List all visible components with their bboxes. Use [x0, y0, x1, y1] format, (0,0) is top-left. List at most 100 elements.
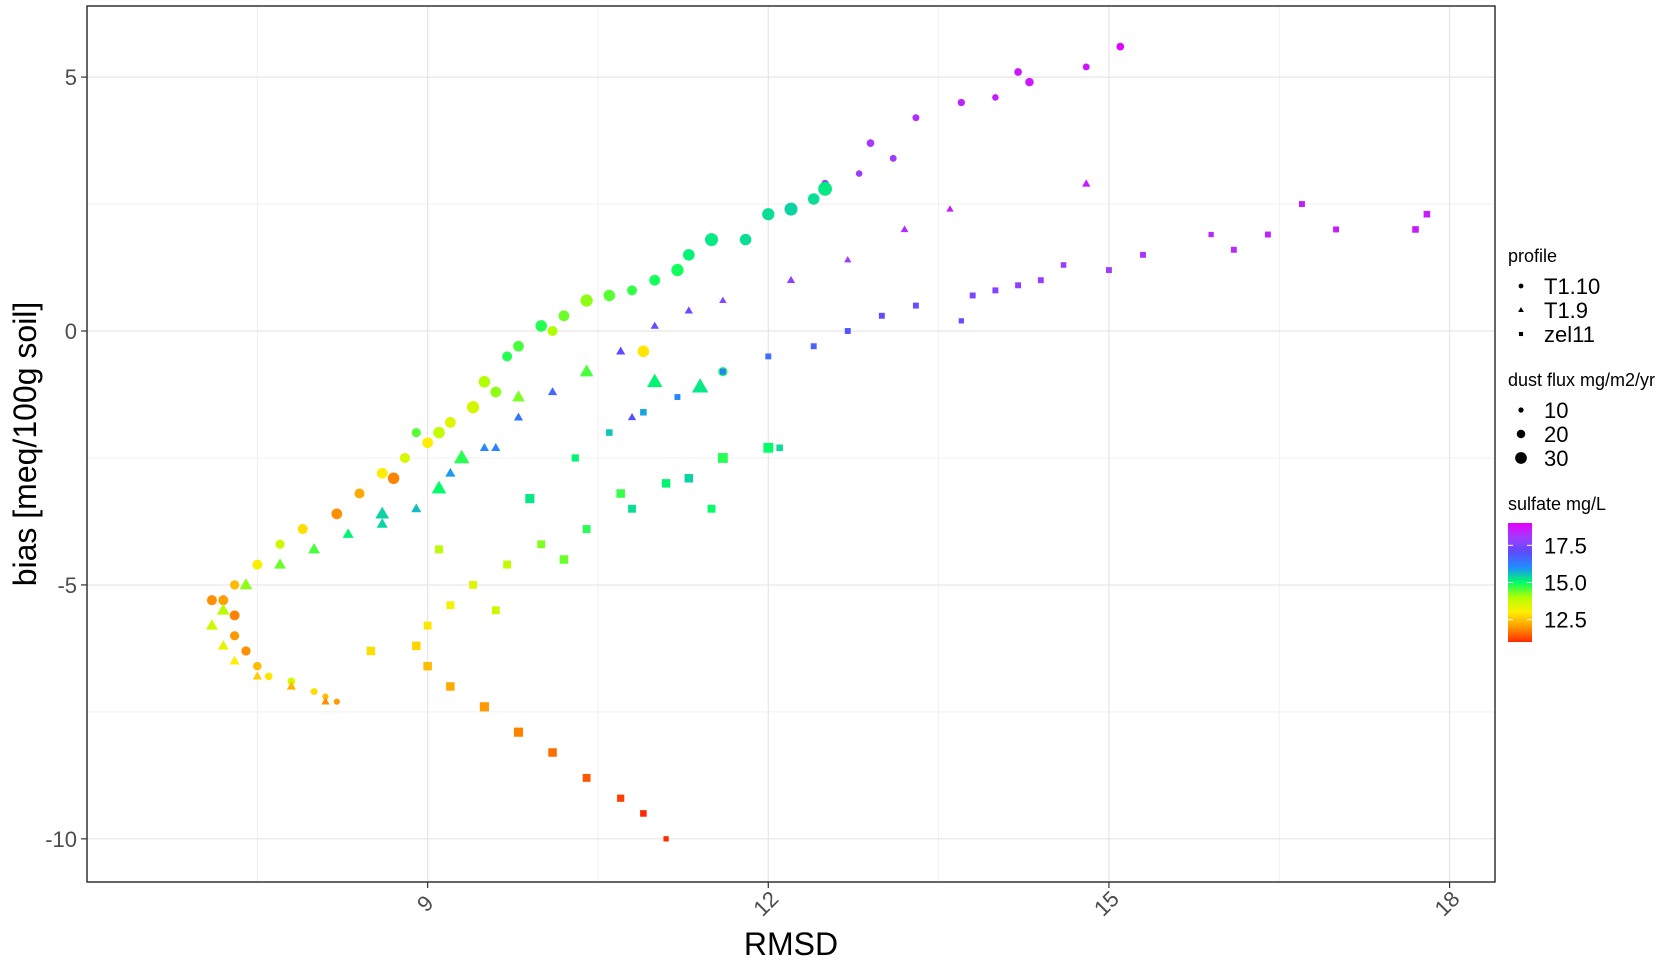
- data-point: [684, 474, 694, 483]
- data-point: [525, 494, 535, 504]
- data-point: [1333, 226, 1339, 233]
- data-point: [264, 672, 273, 681]
- data-point: [646, 373, 663, 388]
- data-point: [331, 508, 343, 520]
- data-point: [547, 387, 558, 396]
- data-point: [640, 408, 647, 416]
- data-point: [478, 376, 491, 388]
- data-point: [547, 326, 558, 337]
- data-point: [684, 306, 693, 314]
- data-point: [719, 368, 726, 375]
- data-point: [453, 449, 470, 464]
- y-tick-label: 5: [65, 65, 77, 90]
- data-point: [786, 275, 796, 284]
- data-point: [691, 378, 709, 393]
- data-point: [807, 193, 820, 205]
- legend-dust-flux-key: [1515, 452, 1527, 464]
- data-point: [946, 205, 954, 212]
- legend-sulfate-ticks: 17.5 15.0 12.5: [1508, 533, 1587, 633]
- legend-dust-flux-title: dust flux mg/m2/yr: [1508, 370, 1655, 390]
- data-point: [627, 285, 638, 296]
- data-point: [513, 340, 524, 352]
- data-point: [992, 94, 999, 101]
- legend-sulfate-title: sulfate mg/L: [1508, 494, 1606, 514]
- data-point: [559, 555, 569, 564]
- data-point: [1116, 42, 1125, 51]
- data-point: [671, 263, 684, 277]
- data-point: [649, 274, 661, 286]
- legend-sulfate-tick-label: 12.5: [1544, 608, 1587, 633]
- data-point: [707, 504, 716, 513]
- data-point: [571, 454, 579, 462]
- data-point: [310, 688, 318, 696]
- series-T1-9: [205, 179, 1091, 705]
- legend-sulfate-tick-label: 15.0: [1544, 571, 1587, 596]
- data-point: [206, 595, 217, 606]
- data-point: [580, 294, 593, 307]
- data-point: [1082, 63, 1090, 71]
- data-point: [1208, 231, 1214, 238]
- data-point: [435, 545, 443, 554]
- data-point: [366, 646, 376, 656]
- data-point: [912, 302, 919, 309]
- data-point: [1025, 77, 1034, 87]
- data-point: [229, 610, 240, 621]
- data-point: [810, 343, 817, 350]
- data-point: [297, 524, 308, 535]
- grid-lines: [87, 6, 1495, 882]
- x-tick-label: 18: [1430, 886, 1465, 921]
- legend-profile-title: profile: [1508, 246, 1557, 266]
- data-point: [491, 442, 501, 451]
- data-point: [1014, 68, 1022, 76]
- data-point: [900, 225, 909, 233]
- data-point: [229, 631, 240, 641]
- data-point: [1105, 267, 1112, 274]
- data-point: [479, 702, 489, 712]
- data-point: [308, 543, 321, 554]
- data-point: [286, 681, 296, 690]
- data-point: [628, 504, 636, 513]
- data-point: [548, 748, 557, 757]
- data-point: [818, 181, 832, 196]
- legend-profile-label: T1.9: [1544, 298, 1588, 323]
- data-point: [422, 437, 434, 449]
- data-point: [1140, 251, 1146, 258]
- data-point: [1264, 231, 1271, 238]
- data-point: [229, 655, 240, 665]
- data-point: [217, 640, 229, 650]
- data-point: [354, 488, 365, 499]
- data-point: [423, 661, 432, 671]
- legend-profile-key: [1518, 283, 1524, 289]
- legend-profile-key: [1518, 331, 1524, 337]
- data-point: [502, 351, 513, 362]
- data-point: [866, 139, 875, 147]
- series-T1-10: [206, 42, 1125, 705]
- axes: 9 12 15 18 5 0 -5 -10: [45, 65, 1464, 921]
- data-point: [479, 442, 490, 451]
- data-point: [765, 353, 772, 360]
- legend-dust-flux-label: 20: [1544, 422, 1568, 447]
- data-point: [446, 682, 455, 691]
- x-tick-label: 15: [1089, 886, 1124, 921]
- data-point: [503, 560, 512, 569]
- data-point: [912, 114, 920, 122]
- plot-panel-border: [86, 5, 1496, 883]
- data-point: [606, 429, 613, 436]
- data-point: [274, 558, 286, 569]
- data-point: [582, 525, 591, 533]
- data-point: [411, 503, 422, 513]
- data-point: [739, 233, 752, 246]
- y-tick-label: 0: [65, 319, 77, 344]
- legend-profile-label: zel11: [1544, 322, 1595, 347]
- data-point: [637, 345, 650, 358]
- data-point: [375, 506, 390, 519]
- data-point: [537, 540, 546, 549]
- data-point: [558, 310, 570, 322]
- data-point: [616, 346, 626, 355]
- legend-dust-flux-label: 30: [1544, 446, 1568, 471]
- data-point: [579, 364, 594, 377]
- data-point: [889, 154, 897, 162]
- data-point: [650, 321, 659, 329]
